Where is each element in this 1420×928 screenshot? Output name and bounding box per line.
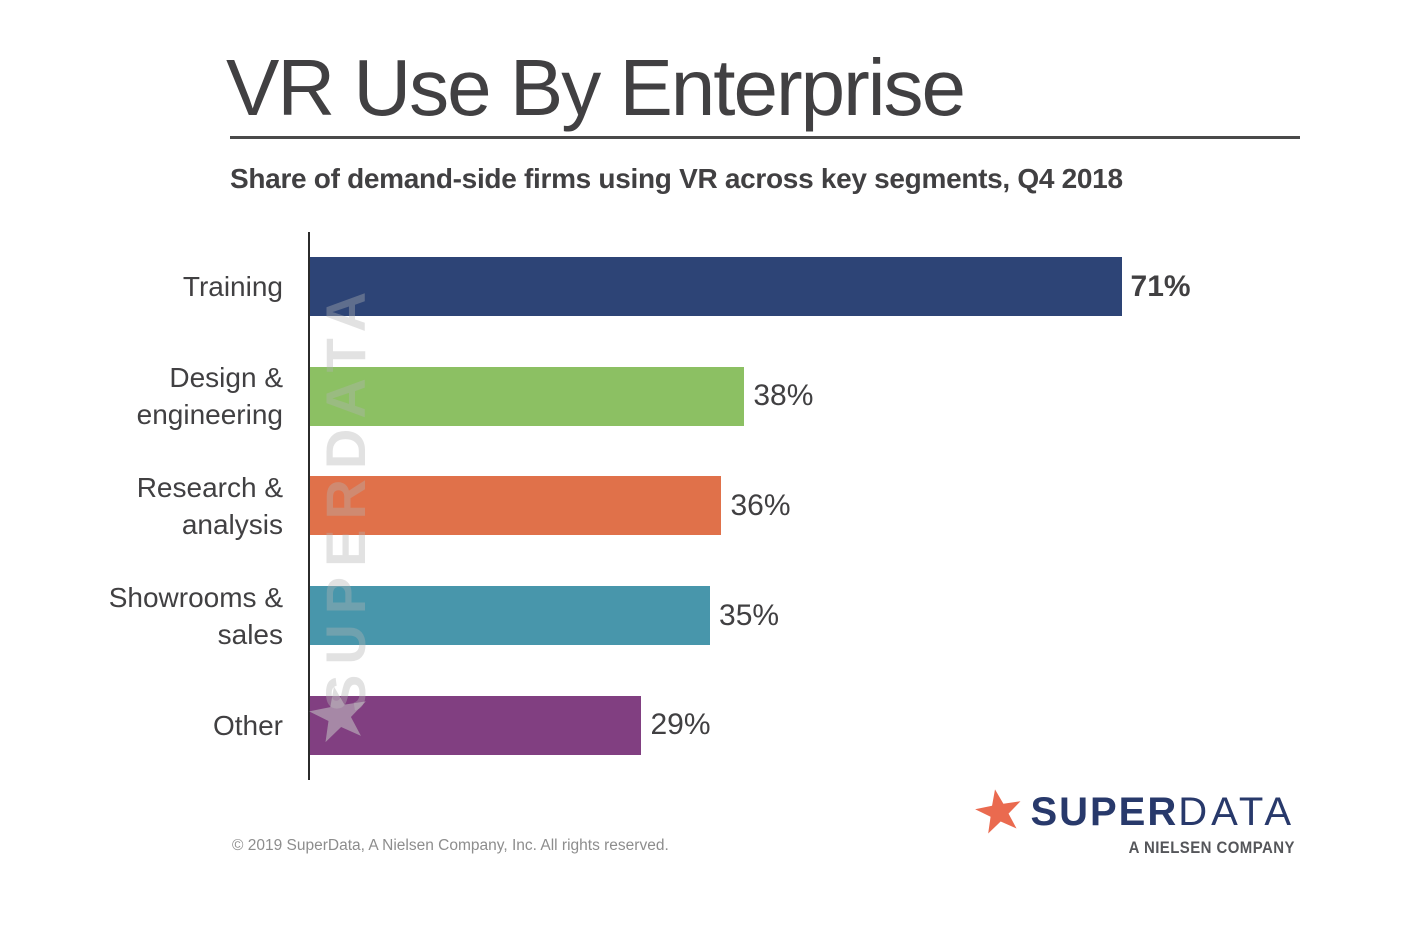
- value-label: 71%: [1130, 269, 1191, 303]
- category-label: Showrooms & sales: [108, 581, 283, 650]
- superdata-logo: SUPER DATA A NIELSEN COMPANY: [975, 789, 1295, 858]
- category-label: Training: [182, 271, 283, 303]
- bar: [310, 257, 1122, 317]
- logo-tagline: A NIELSEN COMPANY: [1128, 838, 1295, 857]
- category-label: Other: [212, 709, 283, 741]
- bar: [310, 366, 745, 426]
- value-label: 35%: [719, 598, 780, 632]
- value-label: 29%: [650, 708, 711, 742]
- logo-brand-row: SUPER DATA: [975, 789, 1295, 835]
- chart-subtitle: Share of demand-side firms using VR acro…: [230, 163, 1123, 194]
- title-divider: [230, 136, 1300, 139]
- bar-row: Showrooms & sales 35%: [0, 560, 1420, 671]
- bar-track: 38%: [308, 341, 1420, 452]
- bar-rows: Training 71% Design & engineering 38% Researc…: [0, 232, 1420, 780]
- bar: [310, 586, 711, 646]
- bar-row: Research & analysis 36%: [0, 451, 1420, 561]
- bar-track: 71%: [308, 232, 1420, 342]
- bar-row: Design & engineering 38%: [0, 341, 1420, 452]
- bar-track: 36%: [308, 451, 1420, 561]
- value-label: 36%: [730, 488, 791, 522]
- bar-row: Training 71%: [0, 232, 1420, 342]
- category-label: Research & analysis: [136, 471, 283, 540]
- value-label: 38%: [753, 379, 814, 413]
- logo-star-icon: [972, 785, 1027, 839]
- category-label: Design & engineering: [136, 362, 283, 431]
- copyright-text: © 2019 SuperData, A Nielsen Company, Inc…: [232, 837, 669, 854]
- page-title: VR Use By Enterprise: [226, 43, 966, 132]
- bar: [310, 476, 722, 536]
- logo-text-data: DATA: [1178, 790, 1295, 834]
- logo-text-super: SUPER: [1030, 790, 1179, 834]
- bar: [310, 695, 642, 755]
- bar-track: 35%: [308, 560, 1420, 671]
- bar-chart: Training 71% Design & engineering 38% Researc…: [0, 232, 1420, 780]
- bar-track: 29%: [308, 670, 1420, 780]
- bar-row: Other 29%: [0, 670, 1420, 780]
